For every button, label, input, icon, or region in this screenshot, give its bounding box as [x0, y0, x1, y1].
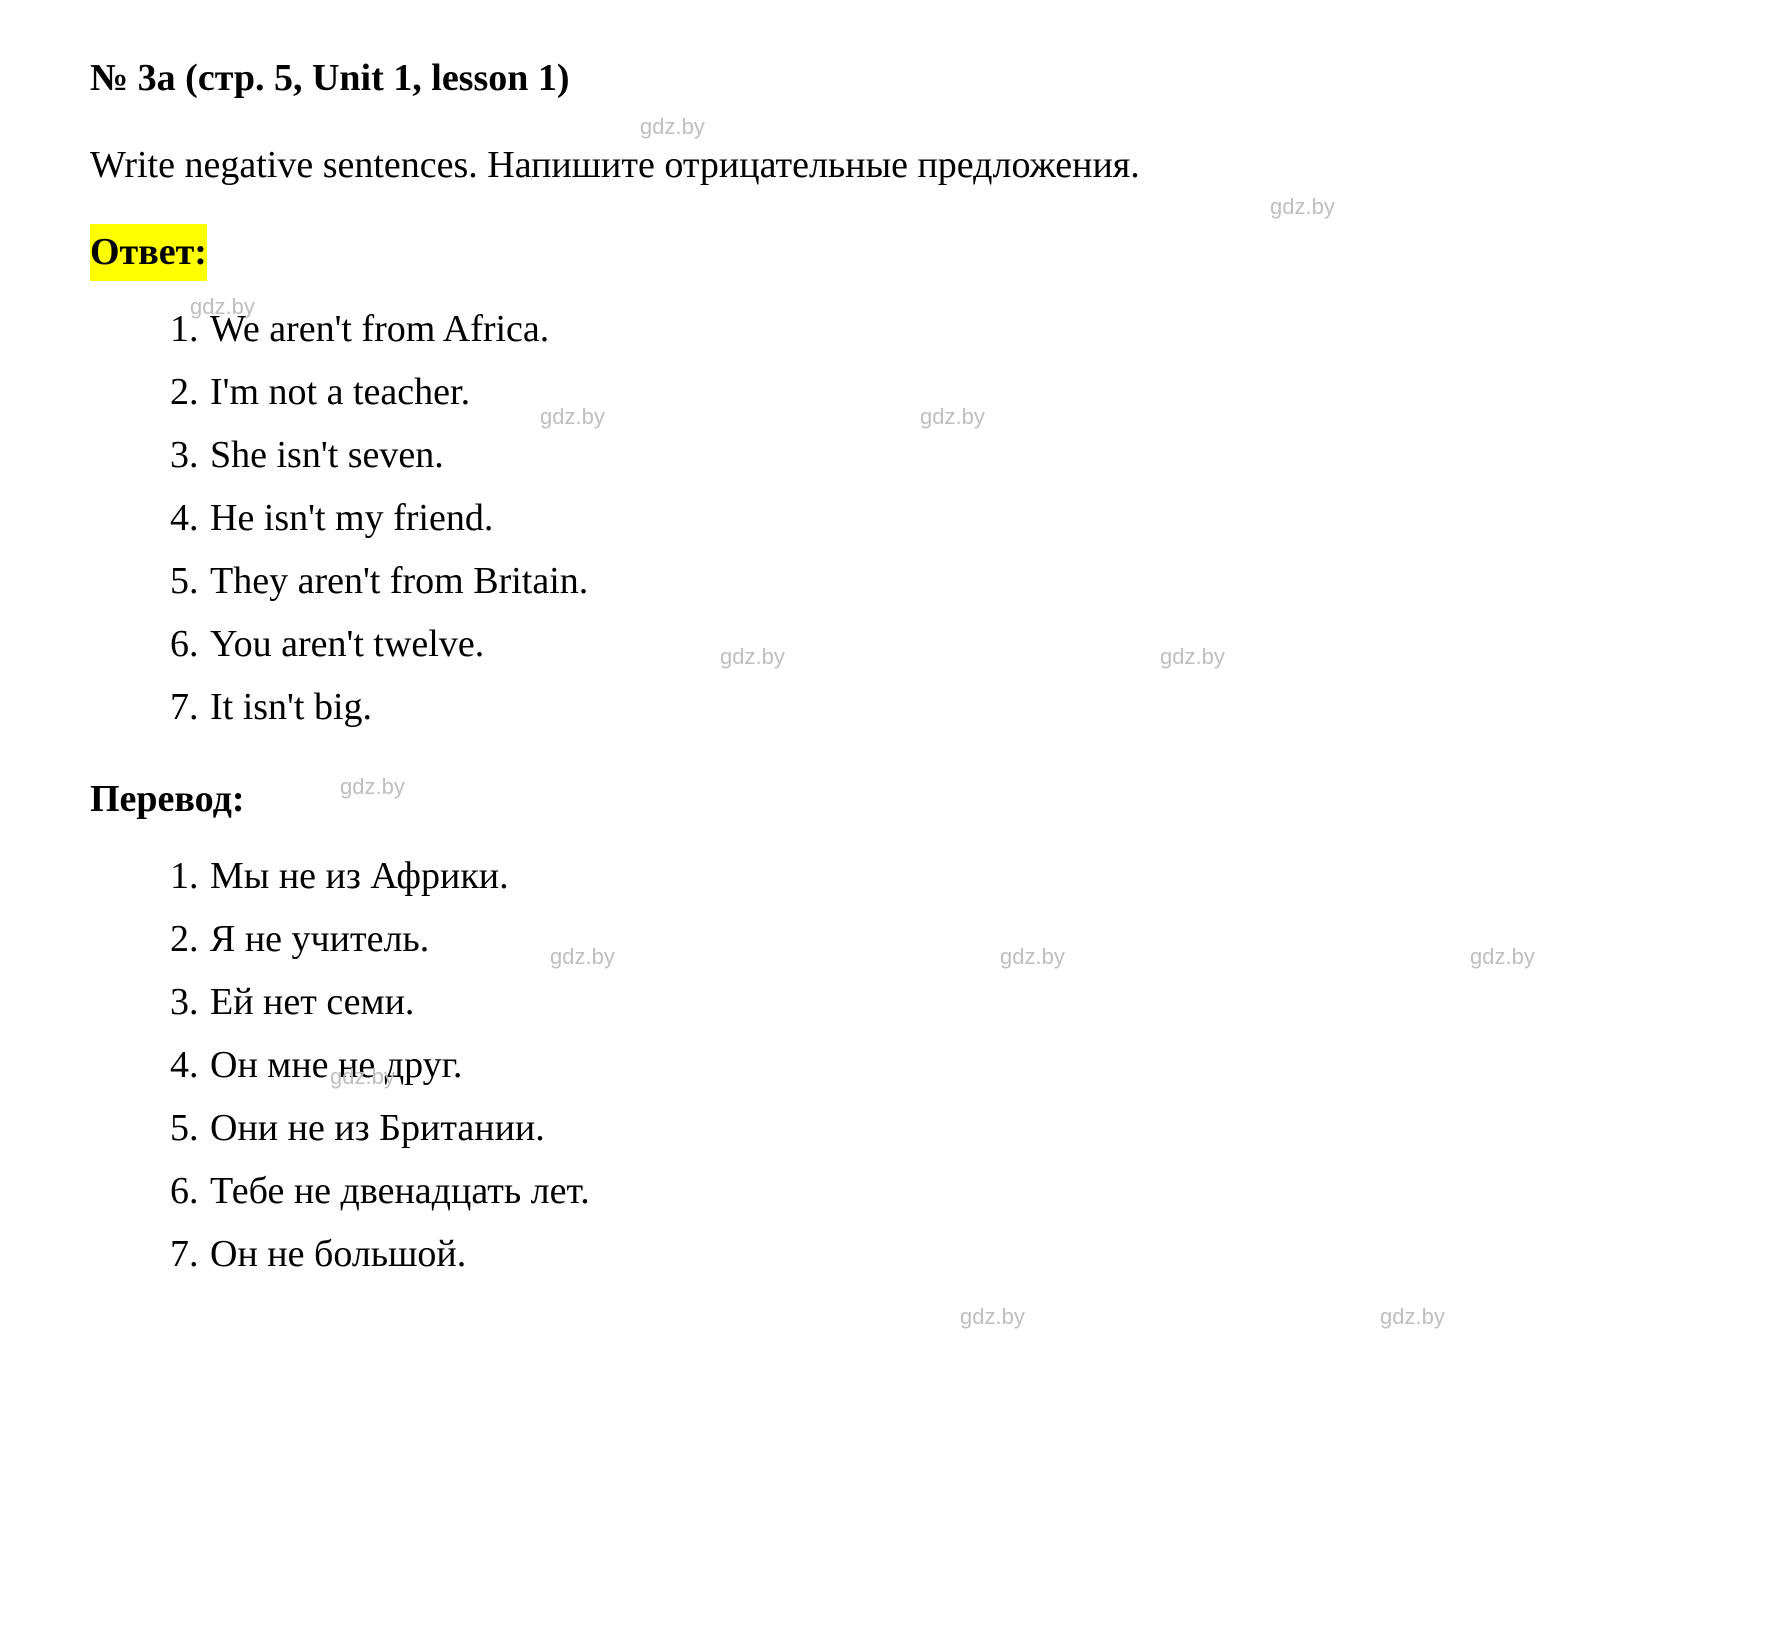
- translation-text: Ей нет семи.: [210, 981, 414, 1023]
- translation-text: Тебе не двенадцать лет.: [210, 1170, 590, 1212]
- list-number: 7.: [170, 1226, 210, 1283]
- answers-list: 1.We aren't from Africa. 2.I'm not a tea…: [90, 301, 1680, 736]
- translation-text: Я не учитель.: [210, 918, 429, 960]
- list-number: 5.: [170, 1100, 210, 1157]
- watermark-text: gdz.by: [960, 1300, 1025, 1333]
- list-item: 4.He isn't my friend.: [170, 490, 1680, 547]
- list-number: 5.: [170, 553, 210, 610]
- list-item: 2.I'm not a teacher.: [170, 364, 1680, 421]
- translation-label: Перевод:: [90, 771, 244, 828]
- translation-text: Он не большой.: [210, 1233, 466, 1275]
- list-number: 3.: [170, 427, 210, 484]
- answer-text: They aren't from Britain.: [210, 560, 588, 602]
- translation-text: Мы не из Африки.: [210, 855, 509, 897]
- list-item: 4.Он мне не друг.: [170, 1037, 1680, 1094]
- list-item: 3.She isn't seven.: [170, 427, 1680, 484]
- answer-text: He isn't my friend.: [210, 497, 493, 539]
- list-number: 2.: [170, 364, 210, 421]
- list-number: 6.: [170, 616, 210, 673]
- list-number: 4.: [170, 490, 210, 547]
- list-number: 7.: [170, 679, 210, 736]
- list-item: 1.Мы не из Африки.: [170, 848, 1680, 905]
- answer-text: We aren't from Africa.: [210, 308, 549, 350]
- answer-text: She isn't seven.: [210, 434, 444, 476]
- translations-list: 1.Мы не из Африки. 2.Я не учитель. 3.Ей …: [90, 848, 1680, 1283]
- answer-text: It isn't big.: [210, 686, 372, 728]
- list-item: 1.We aren't from Africa.: [170, 301, 1680, 358]
- watermark-text: gdz.by: [1270, 190, 1335, 223]
- exercise-heading: № 3a (стр. 5, Unit 1, lesson 1): [90, 50, 1680, 107]
- list-item: 6.Тебе не двенадцать лет.: [170, 1163, 1680, 1220]
- list-number: 1.: [170, 848, 210, 905]
- list-number: 4.: [170, 1037, 210, 1094]
- watermark-text: gdz.by: [1380, 1300, 1445, 1333]
- list-item: 3.Ей нет семи.: [170, 974, 1680, 1031]
- exercise-instruction: Write negative sentences. Напишите отриц…: [90, 137, 1680, 194]
- list-number: 3.: [170, 974, 210, 1031]
- list-item: 2.Я не учитель.: [170, 911, 1680, 968]
- list-item: 5.They aren't from Britain.: [170, 553, 1680, 610]
- answer-text: You aren't twelve.: [210, 623, 484, 665]
- translation-text: Он мне не друг.: [210, 1044, 462, 1086]
- list-number: 1.: [170, 301, 210, 358]
- list-number: 6.: [170, 1163, 210, 1220]
- answer-label: Ответ:: [90, 224, 207, 281]
- list-item: 6.You aren't twelve.: [170, 616, 1680, 673]
- list-number: 2.: [170, 911, 210, 968]
- answer-text: I'm not a teacher.: [210, 371, 470, 413]
- list-item: 5.Они не из Британии.: [170, 1100, 1680, 1157]
- list-item: 7.Он не большой.: [170, 1226, 1680, 1283]
- translation-text: Они не из Британии.: [210, 1107, 545, 1149]
- list-item: 7.It isn't big.: [170, 679, 1680, 736]
